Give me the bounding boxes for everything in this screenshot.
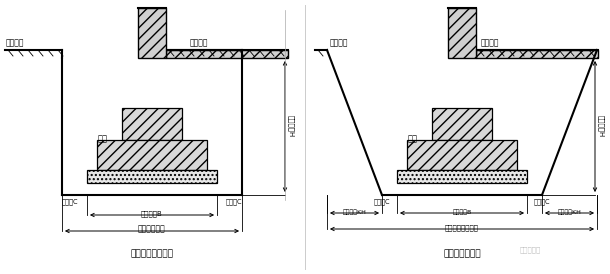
- Text: 工作面C: 工作面C: [534, 198, 550, 205]
- Text: 建筑大家园: 建筑大家园: [519, 247, 540, 253]
- Text: 基础宽度B: 基础宽度B: [141, 210, 163, 217]
- Bar: [87, 170, 217, 183]
- Text: 基础: 基础: [98, 135, 108, 144]
- Text: 开挖深度H: 开挖深度H: [598, 115, 605, 138]
- Bar: [397, 170, 527, 183]
- Bar: [432, 108, 492, 140]
- Text: 室外地坪: 室外地坪: [330, 38, 348, 47]
- Text: 放坡的基槽断面: 放坡的基槽断面: [443, 249, 481, 258]
- Text: 工作面C: 工作面C: [225, 198, 242, 205]
- Bar: [407, 140, 517, 170]
- Bar: [166, 50, 288, 58]
- Bar: [97, 140, 207, 170]
- Text: 基槽开挖宽度: 基槽开挖宽度: [138, 224, 166, 233]
- Text: 工作面C: 工作面C: [374, 198, 390, 205]
- Text: 室外地坪: 室外地坪: [6, 38, 24, 47]
- Text: 工作面C: 工作面C: [62, 198, 79, 205]
- Text: 放坡宽度KH: 放坡宽度KH: [558, 209, 581, 215]
- Text: 室内地坪: 室内地坪: [481, 38, 500, 47]
- Bar: [448, 8, 476, 58]
- Text: 基础: 基础: [408, 135, 418, 144]
- Text: 放坡宽度KH: 放坡宽度KH: [343, 209, 367, 215]
- Bar: [122, 108, 182, 140]
- Bar: [138, 8, 166, 58]
- Text: 室内地坪: 室内地坪: [190, 38, 209, 47]
- Text: 开挖深度H: 开挖深度H: [288, 115, 295, 138]
- Text: 不放坡的基槽断面: 不放坡的基槽断面: [131, 249, 173, 258]
- Text: 基槽基底开挖宽度: 基槽基底开挖宽度: [445, 224, 479, 231]
- Bar: [476, 50, 598, 58]
- Text: 基础宽度B: 基础宽度B: [453, 209, 472, 215]
